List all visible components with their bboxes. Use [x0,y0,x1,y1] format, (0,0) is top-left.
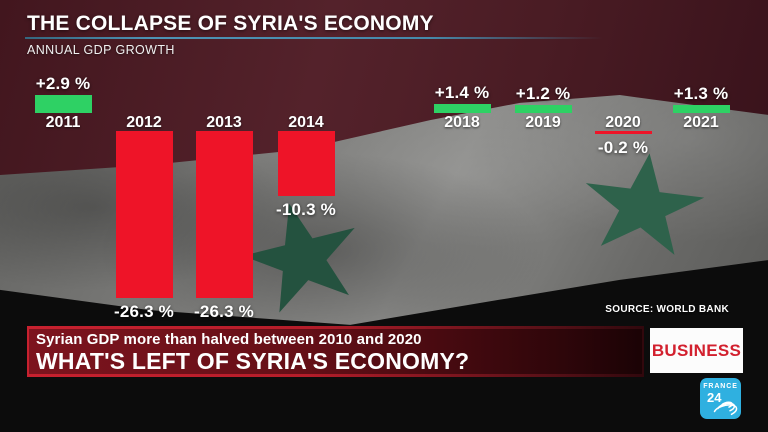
value-label-2011: +2.9 % [35,73,91,93]
bar-2021 [672,104,730,113]
value-label-2012: -26.3 % [114,302,174,321]
bar-2020 [594,131,652,134]
value-label-2020: -0.2 % [597,137,649,157]
logo-text-france: FRANCE [703,383,738,390]
title-underline [25,37,603,39]
banner-headline: WHAT'S LEFT OF SYRIA'S ECONOMY? [36,348,470,374]
bar-2014 [277,131,335,197]
value-label-2018: +1.4 % [434,83,490,103]
year-label-2011: 2011 [45,114,81,131]
year-label-2020: 2020 [605,114,641,131]
year-label-2018: 2018 [444,114,480,131]
value-label-2021: +1.3 % [673,83,729,103]
year-label-2014: 2014 [288,114,324,131]
lower-third-banner: Syrian GDP more than halved between 2010… [27,326,644,377]
france24-logo: FRANCE 24 [700,378,741,419]
business-badge: BUSINESS [650,328,743,373]
ripple-icon [713,401,738,416]
year-label-2019: 2019 [525,114,561,131]
logo-text-24: 24 [707,390,722,405]
value-label-2019: +1.2 % [515,84,571,104]
value-label-2013: -26.3 % [194,302,254,321]
bar-2013 [195,131,253,298]
source-credit: SOURCE: WORLD BANK [605,304,729,315]
value-label-2014: -10.3 % [276,200,336,220]
bar-2019 [514,105,572,113]
year-label-2021: 2021 [683,114,719,131]
bar-2012 [115,131,173,298]
banner-subheadline: Syrian GDP more than halved between 2010… [36,331,422,348]
chart-subtitle: ANNUAL GDP GROWTH [27,43,175,57]
year-label-2013: 2013 [206,114,242,131]
lower-third-inner: Syrian GDP more than halved between 2010… [29,329,642,374]
bar-2018 [433,104,491,113]
year-label-2012: 2012 [126,114,162,131]
bar-2011 [34,94,92,113]
page-title: THE COLLAPSE OF SYRIA'S ECONOMY [27,12,434,35]
